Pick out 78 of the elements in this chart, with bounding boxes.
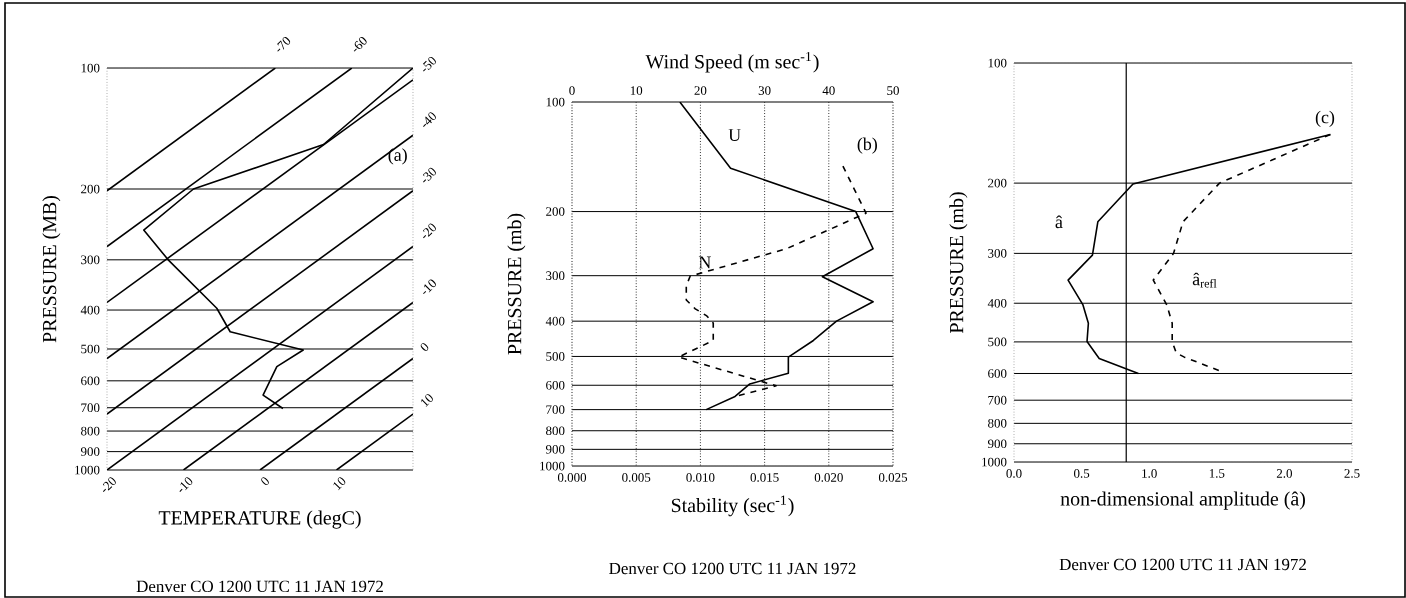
y-tick-label: 100 [81, 63, 100, 73]
y-tick-label: 900 [987, 439, 1007, 449]
series-label: U [728, 129, 741, 142]
text: -70 [277, 37, 291, 52]
text: -40 [423, 112, 436, 127]
series-label: â$_{refl}$ [1192, 272, 1217, 288]
y-tick-label: 700 [546, 405, 565, 414]
y-tick-label: 300 [988, 249, 1007, 258]
y-tick-label: 800 [546, 426, 565, 436]
series-label: N [698, 256, 711, 269]
y-tick-label: 400 [987, 298, 1007, 308]
y-tick-label: 1000 [540, 461, 565, 471]
text: -20 [423, 223, 436, 239]
y-tick-label: 1000 [982, 457, 1007, 467]
y-tick-label: 900 [545, 445, 565, 454]
x2-tick-label: 30 [758, 86, 771, 95]
x-tick-label: 0.005 [622, 473, 651, 482]
y-tick-label: 200 [546, 207, 565, 216]
y-tick-label: 700 [988, 395, 1007, 405]
text: -50 [422, 56, 436, 72]
x-axis-title: non-dimensional amplitude (â) [1060, 491, 1305, 510]
y-axis-title: PRESSURE (mb) [949, 192, 968, 334]
y-tick-label: 300 [546, 271, 565, 281]
y-tick-label: 200 [81, 184, 100, 194]
text: -10 [423, 279, 436, 295]
x-tick-label: -10 [179, 477, 193, 492]
x2-axis-title: Wind Speed (m sec$^{-1}$) [645, 51, 819, 73]
x-tick-label: 0.025 [878, 473, 908, 482]
text: Denver CO 1200 UTC 11 JAN 1972 [136, 580, 383, 593]
x-tick-label: 0.0 [1006, 469, 1022, 478]
y-axis-title: PRESSURE (mb) [507, 213, 526, 355]
annotation: (c) [1315, 110, 1335, 127]
y-tick-label: 100 [988, 58, 1007, 68]
text: -60 [353, 37, 367, 52]
text: Denver CO 1200 UTC 11 JAN 1972 [609, 562, 856, 575]
y-tick-label: 1000 [75, 465, 100, 475]
annotation: (b) [857, 137, 877, 154]
y-tick-label: 500 [546, 352, 565, 361]
x2-tick-label: 20 [694, 86, 707, 95]
y-tick-label: 500 [988, 337, 1007, 347]
y-tick-label: 600 [988, 369, 1007, 378]
x-tick-label: -20 [102, 477, 116, 492]
x2-tick-label: 10 [630, 86, 643, 95]
x-tick-label: 2.5 [1344, 469, 1360, 478]
y-tick-label: 800 [81, 426, 100, 436]
text: 10 [420, 394, 433, 408]
x-tick-label: 1.5 [1209, 469, 1225, 478]
text: -30 [423, 167, 436, 183]
x2-tick-label: 40 [822, 86, 835, 95]
x-tick-label: 10 [333, 477, 346, 491]
x2-tick-label: 50 [887, 86, 899, 95]
x-tick-label: 0.5 [1074, 469, 1090, 478]
x-tick-label: 0 [261, 477, 269, 485]
x-tick-label: 1.0 [1142, 469, 1157, 478]
x2-tick-label: 0 [569, 86, 575, 95]
x-axis-title: Stability (sec$^{-1}$) [671, 495, 794, 517]
y-tick-label: 500 [81, 344, 100, 354]
y-tick-label: 600 [81, 376, 100, 386]
y-tick-label: 400 [545, 316, 565, 326]
x-tick-label: 0.000 [557, 473, 587, 482]
series-label: â [1055, 215, 1063, 229]
y-tick-label: 300 [81, 255, 100, 265]
y-tick-label: 600 [546, 380, 565, 390]
text: 0 [420, 343, 429, 351]
x-tick-label: 2.0 [1276, 469, 1292, 478]
text: Denver CO 1200 UTC 11 JAN 1972 [1059, 558, 1306, 571]
y-tick-label: 900 [80, 447, 100, 456]
y-tick-label: 400 [80, 305, 100, 315]
x-tick-label: 0.020 [814, 473, 843, 482]
y-axis-title: PRESSURE (MB) [42, 196, 61, 343]
y-tick-label: 200 [988, 178, 1007, 188]
y-tick-label: 800 [988, 419, 1007, 428]
x-axis-title: TEMPERATURE (degC) [158, 510, 361, 529]
x-tick-label: 0.015 [750, 473, 779, 482]
annotation: (a) [388, 148, 407, 165]
y-tick-label: 100 [546, 97, 565, 107]
y-tick-label: 700 [81, 403, 100, 413]
x-tick-label: 0.010 [686, 473, 715, 482]
